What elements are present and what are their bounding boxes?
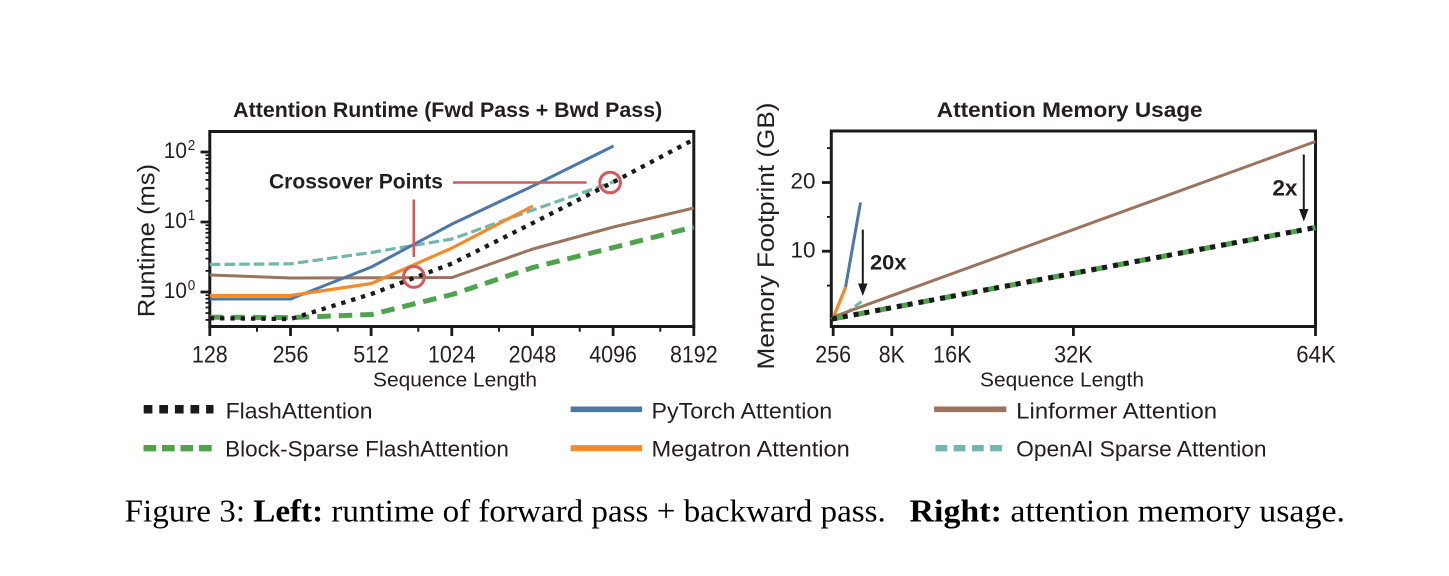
svg-text:Memory Footprint (GB): Memory Footprint (GB): [753, 103, 780, 370]
svg-text:2x: 2x: [1272, 176, 1298, 201]
svg-text:256: 256: [815, 342, 851, 369]
svg-text:OpenAI Sparse Attention: OpenAI Sparse Attention: [1016, 437, 1266, 462]
svg-text:4096: 4096: [589, 342, 637, 369]
svg-text:0: 0: [188, 278, 196, 294]
svg-text:1: 1: [188, 208, 196, 224]
svg-text:Sequence Length: Sequence Length: [980, 368, 1144, 391]
svg-text:20x: 20x: [870, 251, 907, 275]
svg-text:Crossover Points: Crossover Points: [269, 171, 443, 194]
svg-text:PyTorch Attention: PyTorch Attention: [652, 399, 833, 424]
svg-text:Sequence Length: Sequence Length: [373, 368, 537, 391]
svg-text:128: 128: [192, 342, 228, 369]
svg-text:1024: 1024: [428, 342, 476, 369]
svg-text:32K: 32K: [1054, 342, 1093, 369]
svg-text:10: 10: [164, 138, 187, 163]
svg-text:Figure 3: Left: runtime of for: Figure 3: Left: runtime of forward pass …: [125, 492, 886, 528]
svg-text:10: 10: [164, 208, 187, 233]
svg-text:20: 20: [791, 169, 816, 194]
svg-text:64K: 64K: [1296, 342, 1336, 369]
svg-text:Right: attention memory usage.: Right: attention memory usage.: [910, 492, 1346, 528]
svg-text:Attention Runtime (Fwd Pass +: Attention Runtime (Fwd Pass + Bwd Pass): [233, 99, 662, 122]
svg-text:Linformer Attention: Linformer Attention: [1016, 399, 1217, 424]
svg-text:10: 10: [164, 278, 187, 303]
svg-text:Megatron Attention: Megatron Attention: [652, 437, 850, 462]
svg-text:256: 256: [273, 342, 309, 369]
svg-text:16K: 16K: [933, 342, 972, 369]
svg-text:2048: 2048: [509, 342, 557, 369]
svg-text:Block-Sparse FlashAttention: Block-Sparse FlashAttention: [225, 437, 509, 462]
svg-text:512: 512: [353, 342, 389, 369]
svg-text:8192: 8192: [670, 342, 718, 369]
svg-text:8K: 8K: [879, 342, 905, 369]
svg-text:10: 10: [791, 237, 816, 262]
svg-text:2: 2: [188, 138, 196, 154]
svg-text:FlashAttention: FlashAttention: [226, 399, 373, 424]
svg-text:Runtime (ms): Runtime (ms): [134, 164, 161, 317]
svg-text:Attention Memory Usage: Attention Memory Usage: [937, 99, 1203, 122]
